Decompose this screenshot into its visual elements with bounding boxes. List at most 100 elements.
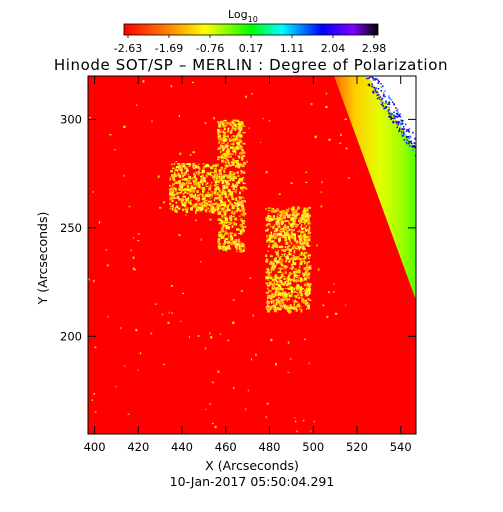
bright-speckle [286,247,290,251]
bright-speckle [296,245,299,248]
bright-speckle [296,208,298,212]
bright-speckle [228,138,232,142]
limb-speckle-dot [392,120,395,123]
bright-speckle [279,269,282,272]
bright-speckle [226,247,230,250]
bright-speckle [275,287,279,291]
chart-title: Hinode SOT/SP – MERLIN : Degree of Polar… [54,56,448,74]
bright-speckle [218,218,222,221]
limb-speckle-dot [380,86,383,88]
bright-speckle [232,172,236,175]
bright-speckle [296,288,299,291]
bright-speckle [295,247,299,250]
limb-speckle-dot [374,77,376,80]
bright-speckle [242,182,247,185]
scatter-speckle [246,160,248,164]
scatter-speckle [328,291,330,294]
limb-speckle-dot [387,103,389,106]
scatter-speckle [219,333,222,335]
limb-speckle-dot [417,145,419,147]
bright-speckle [229,177,233,181]
bright-speckle [279,305,282,308]
bright-speckle [274,291,276,295]
bright-speckle [266,261,268,263]
bright-speckle [233,178,235,181]
bright-speckle [225,221,228,225]
bright-speckle [306,216,309,219]
bright-speckle [284,287,288,290]
bright-speckle [289,267,291,269]
bright-speckle [295,286,300,290]
bright-speckle [307,254,312,257]
bright-speckle [266,300,270,305]
bright-speckle [301,214,305,217]
bright-speckle [176,195,179,198]
bright-speckle [285,220,289,222]
bright-speckle [232,135,235,137]
bright-speckle [304,221,306,224]
bright-speckle [293,237,297,242]
bright-speckle [284,265,287,268]
bright-speckle [302,217,305,221]
limb-gradient [334,76,416,300]
bright-speckle [294,301,298,303]
bright-speckle [187,173,189,176]
bright-speckle [208,209,212,213]
bright-speckle [287,292,291,296]
limb-speckle-dot [419,144,421,146]
bright-speckle [223,192,227,196]
bright-speckle [218,131,222,133]
bright-speckle [198,207,200,211]
bright-speckle [214,173,218,175]
bright-speckle [223,167,227,169]
scatter-speckle [179,152,182,155]
bright-speckle [265,207,267,210]
bright-speckle [202,187,205,190]
scatter-speckle [303,419,305,422]
bright-speckle [190,195,194,198]
bright-speckle [184,203,187,208]
limb-speckle-dot [403,134,406,136]
bright-speckle [279,286,282,291]
bright-speckle [302,234,306,238]
bright-speckle [239,230,242,234]
bright-speckle [286,226,289,229]
bright-speckle [218,134,222,137]
bright-speckle [221,230,224,233]
bright-speckle [217,187,220,191]
bright-speckle [279,267,283,270]
bright-speckle [302,253,306,257]
bright-speckle [221,247,223,249]
bright-speckle [239,148,242,150]
bright-speckle [278,222,281,226]
limb-speckle-dot [380,98,383,101]
bright-speckle [240,169,242,173]
bright-speckle [218,234,222,238]
bright-speckle [295,270,300,274]
bright-speckle [216,175,220,178]
bright-speckle [216,209,219,212]
bright-speckle [169,176,172,178]
bright-speckle [308,299,312,301]
bright-speckle [214,208,217,212]
bright-speckle [285,241,289,245]
bright-speckle [271,244,276,248]
bright-speckle [232,204,235,207]
bright-speckle [294,255,296,258]
bright-speckle [217,137,222,141]
bright-speckle [295,308,298,312]
bright-speckle [292,258,294,263]
bright-speckle [227,204,230,206]
scatter-speckle [142,80,145,83]
bright-speckle [308,206,312,209]
bright-speckle [268,220,272,222]
limb-speckle-dot [376,91,379,93]
bright-speckle [296,293,299,297]
bright-speckle [303,275,305,278]
bright-speckle [220,178,223,181]
bright-speckle [218,175,221,179]
bright-speckle [229,172,232,176]
bright-speckle [181,179,184,181]
limb-speckle-dot [394,115,396,118]
